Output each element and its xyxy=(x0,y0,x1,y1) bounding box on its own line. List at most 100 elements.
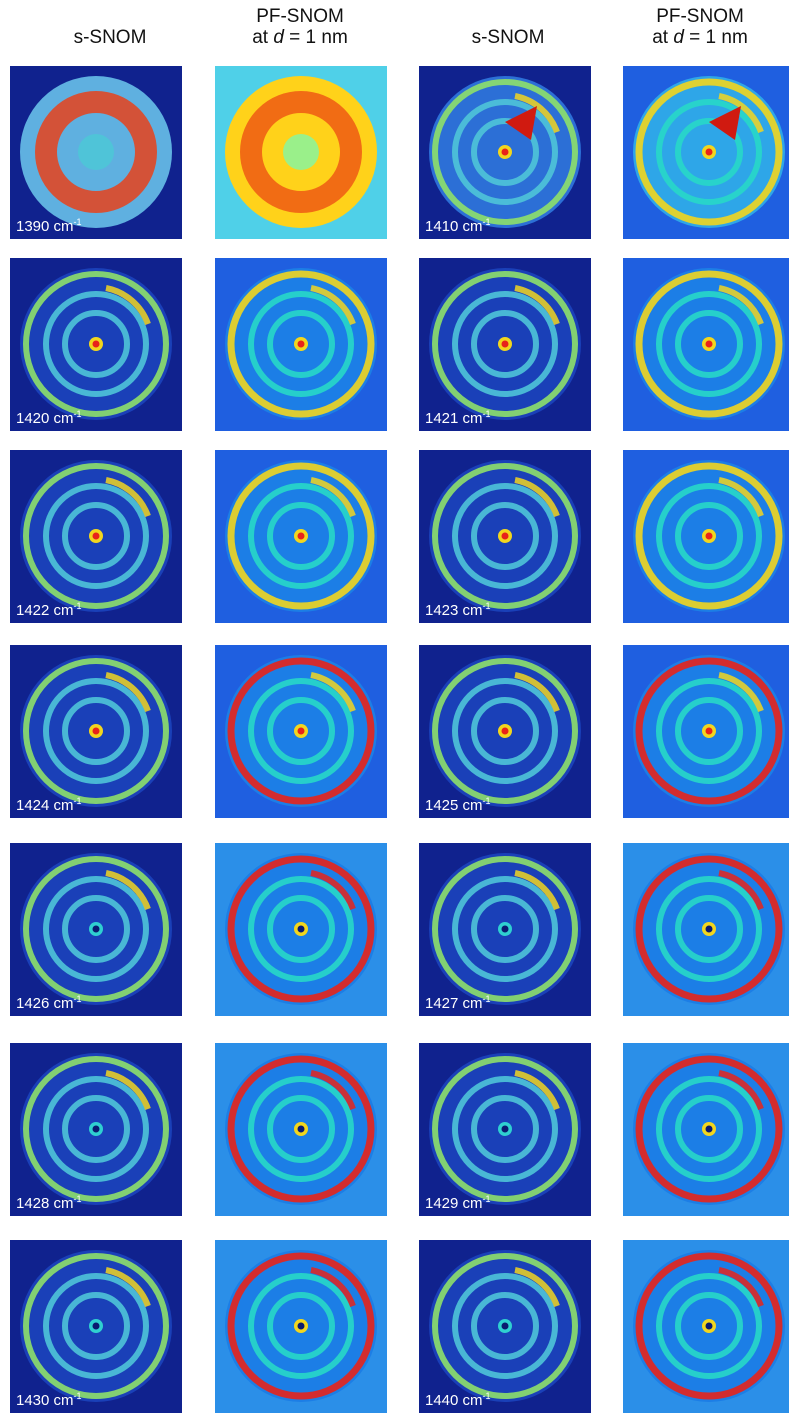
ring-2 xyxy=(43,678,149,784)
near-field-image xyxy=(10,66,182,239)
column-header-3-line1: s-SNOM xyxy=(471,27,545,48)
ring-2 xyxy=(248,876,354,982)
ring-2 xyxy=(656,291,762,397)
center-spot-inner xyxy=(705,340,713,348)
ring-2 xyxy=(248,678,354,784)
center-spot-inner xyxy=(705,1125,713,1133)
ring-1 xyxy=(432,856,578,1002)
frequency-value: 1427 xyxy=(425,995,459,1012)
center-spot-inner xyxy=(297,1125,305,1133)
image-panel-r5-c1: 1426 cm-1 xyxy=(10,843,182,1016)
frequency-unit: cm xyxy=(458,1195,483,1212)
arc-feature xyxy=(105,477,151,518)
image-panel-r1-c4 xyxy=(623,66,789,239)
frequency-unit-exponent: -1 xyxy=(482,409,491,419)
arc-feature xyxy=(718,672,764,713)
arc-feature xyxy=(514,1070,560,1111)
frequency-unit-exponent: -1 xyxy=(482,601,491,611)
frequency-unit-exponent: -1 xyxy=(482,796,491,806)
inner-core xyxy=(283,134,319,170)
image-panel-r4-c3: 1425 cm-1 xyxy=(419,645,591,818)
ring-3 xyxy=(62,697,130,765)
frequency-unit: cm xyxy=(49,1392,74,1409)
ring-2 xyxy=(452,678,558,784)
center-spot-inner xyxy=(92,340,100,348)
column-header-2-line1: PF-SNOM xyxy=(256,6,344,27)
near-field-image xyxy=(419,645,591,818)
image-panel-r2-c1: 1420 cm-1 xyxy=(10,258,182,431)
ring-3 xyxy=(62,895,130,963)
frequency-label: 1422 cm-1 xyxy=(16,598,82,619)
ring-2 xyxy=(452,483,558,589)
near-field-image xyxy=(215,66,387,239)
center-spot-inner xyxy=(92,532,100,540)
image-panel-r2-c3: 1421 cm-1 xyxy=(419,258,591,431)
frequency-unit-exponent: -1 xyxy=(73,1391,82,1401)
frequency-value: 1422 xyxy=(16,602,50,619)
center-spot-inner xyxy=(297,727,305,735)
frequency-unit-exponent: -1 xyxy=(482,994,491,1004)
center-spot-inner xyxy=(92,925,100,933)
ring-2 xyxy=(248,1273,354,1379)
near-field-image xyxy=(419,66,591,239)
arc-feature xyxy=(310,672,356,713)
image-panel-r3-c2 xyxy=(215,450,387,623)
ring-3 xyxy=(675,310,743,378)
center-spot-inner xyxy=(297,340,305,348)
arc-feature xyxy=(514,93,560,134)
near-field-image xyxy=(10,258,182,431)
ring-2 xyxy=(656,99,762,205)
frequency-value: 1390 xyxy=(16,218,50,235)
near-field-image xyxy=(215,843,387,1016)
image-panel-r5-c3: 1427 cm-1 xyxy=(419,843,591,1016)
center-spot-inner xyxy=(92,1125,100,1133)
hot-spot xyxy=(709,106,741,140)
image-panel-r3-c1: 1422 cm-1 xyxy=(10,450,182,623)
column-header-2: PF-SNOM at d = 1 nm xyxy=(205,6,395,48)
frequency-unit: cm xyxy=(458,797,483,814)
near-field-image xyxy=(419,258,591,431)
ring-2 xyxy=(656,483,762,589)
ring-2 xyxy=(656,1273,762,1379)
frequency-value: 1421 xyxy=(425,410,459,427)
ring-1 xyxy=(635,78,783,226)
frequency-label: 1423 cm-1 xyxy=(425,598,491,619)
frequency-label: 1420 cm-1 xyxy=(16,406,82,427)
image-panel-r1-c1: 1390 cm-1 xyxy=(10,66,182,239)
frequency-value: 1428 xyxy=(16,1195,50,1212)
center-spot-inner xyxy=(297,1322,305,1330)
image-panel-r6-c1: 1428 cm-1 xyxy=(10,1043,182,1216)
ring-1 xyxy=(227,855,375,1003)
inner-core xyxy=(78,134,114,170)
center-spot-inner xyxy=(501,1125,509,1133)
arc-feature xyxy=(514,477,560,518)
image-panel-r5-c4 xyxy=(623,843,789,1016)
ring-2 xyxy=(452,1076,558,1182)
frequency-label: 1440 cm-1 xyxy=(425,1388,491,1409)
center-spot-inner xyxy=(501,925,509,933)
arc-feature xyxy=(514,672,560,713)
frequency-unit-exponent: -1 xyxy=(73,217,82,227)
hot-ring xyxy=(240,91,362,213)
center-spot-inner xyxy=(501,1322,509,1330)
image-panel-r7-c1: 1430 cm-1 xyxy=(10,1240,182,1413)
ring-2 xyxy=(452,1273,558,1379)
ring-2 xyxy=(43,876,149,982)
center-spot-inner xyxy=(501,532,509,540)
arc-feature xyxy=(105,672,151,713)
center-spot-inner xyxy=(705,532,713,540)
frequency-value: 1420 xyxy=(16,410,50,427)
ring-1 xyxy=(432,79,578,225)
near-field-image xyxy=(623,1043,789,1216)
frequency-value: 1430 xyxy=(16,1392,50,1409)
frequency-unit: cm xyxy=(458,1392,483,1409)
column-header-4-line2: at d = 1 nm xyxy=(652,27,748,48)
near-field-image xyxy=(419,1240,591,1413)
image-panel-r6-c2 xyxy=(215,1043,387,1216)
ring-3 xyxy=(471,895,539,963)
ring-3 xyxy=(675,1292,743,1360)
near-field-image xyxy=(10,645,182,818)
arc-feature xyxy=(105,870,151,911)
image-panel-r7-c3: 1440 cm-1 xyxy=(419,1240,591,1413)
ring-3 xyxy=(675,1095,743,1163)
